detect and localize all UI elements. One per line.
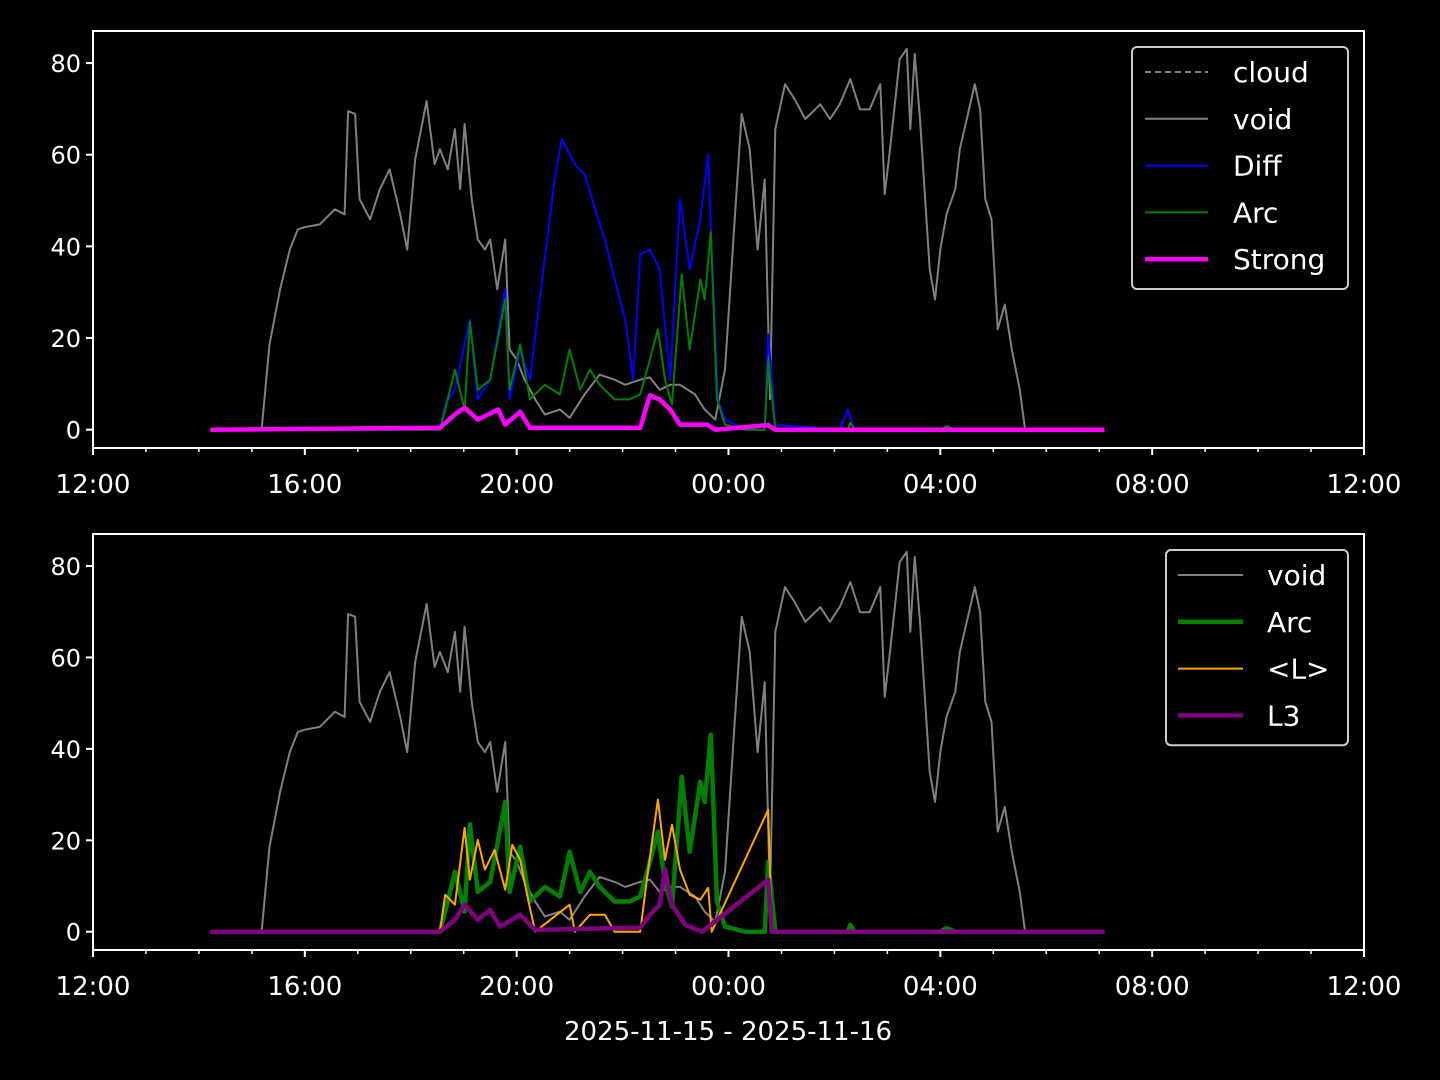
x-tick-label: 04:00 (903, 972, 978, 1002)
x-tick-label: 12:00 (1327, 972, 1402, 1002)
x-tick-label: 00:00 (691, 470, 766, 500)
legend-box (1165, 549, 1349, 747)
series-line-l3 (210, 867, 1105, 934)
y-tick-label: 40 (50, 736, 81, 764)
y-tick-label: 80 (50, 553, 81, 581)
x-tick-label: 08:00 (1115, 470, 1190, 500)
legend-label: void (1233, 103, 1292, 136)
bottom-axes: 0 20 40 60 80 12:00 16:00 20:00 00:00 04:00 08:00 1… (50, 533, 1402, 1002)
legend-label: Arc (1233, 196, 1278, 229)
legend-label: Diff (1233, 150, 1282, 183)
x-tick-label: 16:00 (267, 470, 342, 500)
y-tick-label: 80 (50, 50, 81, 78)
x-tick-label: 08:00 (1115, 972, 1190, 1002)
x-tick-label: 00:00 (691, 972, 766, 1002)
legend-label: Arc (1267, 606, 1312, 639)
x-tick-label: 20:00 (479, 972, 554, 1002)
y-tick-label: 20 (50, 827, 81, 855)
legend-label: cloud (1233, 56, 1309, 89)
y-tick-label: 40 (50, 233, 81, 261)
legend-label: L3 (1267, 699, 1300, 732)
series-line-l (210, 798, 1105, 933)
x-tick-label: 20:00 (479, 470, 554, 500)
legend-label: void (1267, 559, 1326, 592)
y-tick-label: 0 (66, 919, 81, 947)
x-tick-label: 12:00 (56, 972, 131, 1002)
y-tick-label: 60 (50, 644, 81, 672)
x-tick-label: 12:00 (56, 470, 131, 500)
series-line-void (210, 47, 1105, 431)
legend-label: Strong (1233, 243, 1325, 276)
x-axis-label: 2025-11-15 - 2025-11-16 (564, 1017, 892, 1047)
legend-label: <L> (1267, 653, 1330, 686)
series-line-strong (210, 393, 1105, 432)
x-tick-label: 16:00 (267, 972, 342, 1002)
top-axes: 0 20 40 60 80 12:00 16:00 20:00 00:00 04:00 08:00 1… (50, 30, 1402, 500)
legend-box (1131, 46, 1349, 290)
y-tick-label: 0 (66, 417, 81, 445)
y-tick-label: 60 (50, 142, 81, 170)
y-tick-label: 20 (50, 325, 81, 353)
x-tick-label: 12:00 (1327, 470, 1402, 500)
x-tick-label: 04:00 (903, 470, 978, 500)
